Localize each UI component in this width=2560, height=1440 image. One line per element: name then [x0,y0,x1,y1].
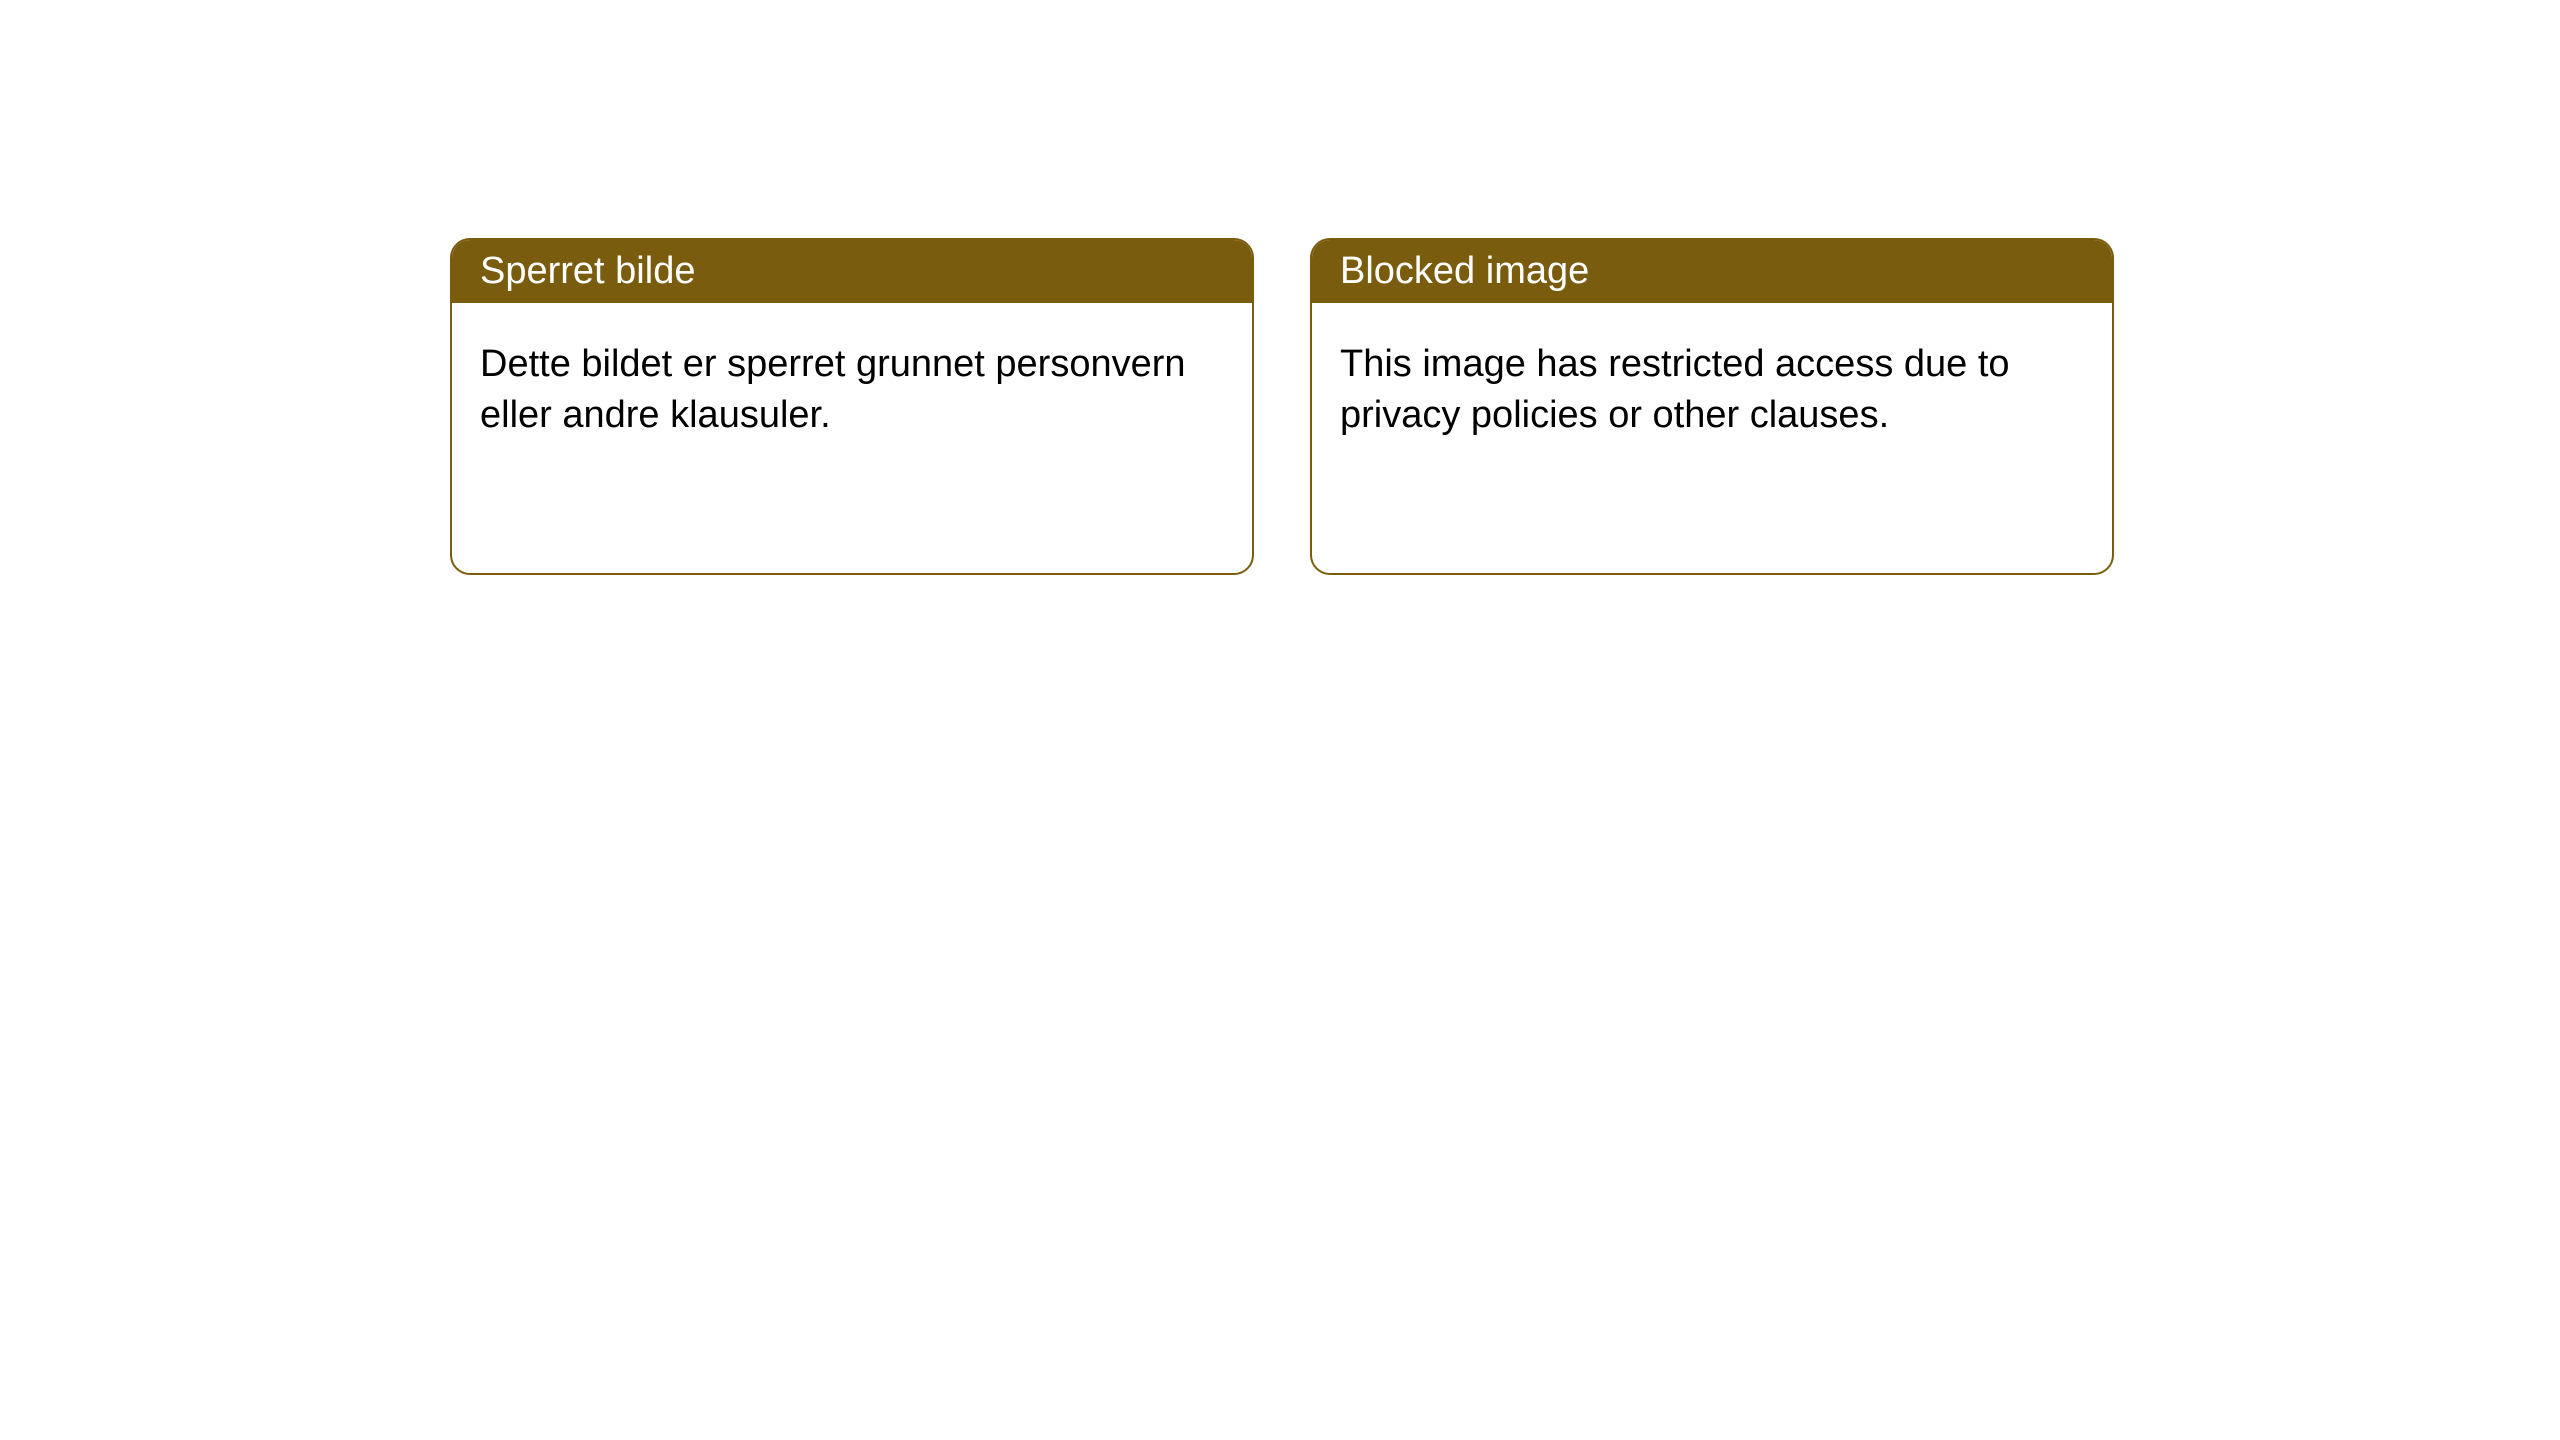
notice-body-en: This image has restricted access due to … [1312,303,2112,478]
notice-card-no: Sperret bilde Dette bildet er sperret gr… [450,238,1254,575]
notice-header-no: Sperret bilde [452,240,1252,303]
notice-card-en: Blocked image This image has restricted … [1310,238,2114,575]
notice-container: Sperret bilde Dette bildet er sperret gr… [0,0,2560,575]
notice-header-en: Blocked image [1312,240,2112,303]
notice-body-no: Dette bildet er sperret grunnet personve… [452,303,1252,478]
